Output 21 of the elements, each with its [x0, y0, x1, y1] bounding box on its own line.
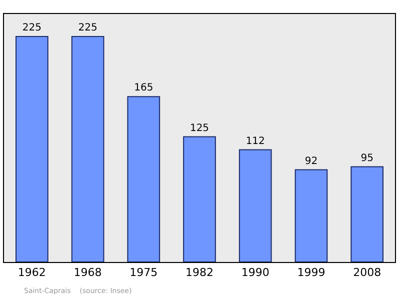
bar: [71, 36, 104, 262]
data-label: 125: [190, 122, 210, 134]
data-label: 95: [360, 152, 374, 164]
bar: [238, 149, 272, 262]
x-tick-label: 2008: [353, 266, 382, 280]
bar: [16, 36, 48, 262]
data-label: 112: [246, 136, 265, 147]
bar: [294, 169, 328, 262]
bar: [183, 136, 216, 262]
data-label: 225: [78, 22, 98, 34]
data-label: 92: [304, 156, 318, 167]
x-tick-label: 1982: [186, 266, 214, 280]
x-tick-label: 1975: [130, 266, 158, 280]
x-tick-label: 1968: [74, 266, 102, 280]
x-tick-label: 1999: [297, 266, 326, 280]
bar: [350, 166, 384, 262]
data-label: 225: [22, 22, 42, 34]
bar: [127, 96, 160, 262]
data-label: 165: [134, 82, 154, 94]
x-tick-label: 1962: [18, 266, 46, 280]
x-tick-label: 1990: [241, 266, 270, 280]
